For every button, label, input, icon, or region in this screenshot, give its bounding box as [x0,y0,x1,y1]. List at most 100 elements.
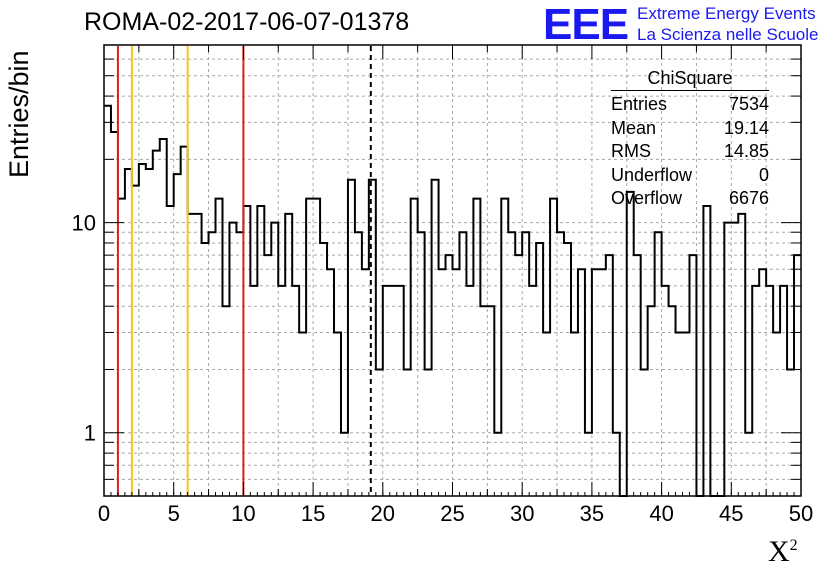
histogram-bin [662,286,669,496]
histogram-bin [439,269,446,496]
histogram-bin [188,214,195,496]
x-tick-label: 10 [231,501,255,526]
histogram-bin [174,174,181,496]
histogram-bin [501,199,508,496]
logo-line-1: Extreme Energy Events [637,4,816,23]
histogram-bin [355,232,362,496]
histogram-bin [383,286,390,496]
histogram-bin [264,255,271,496]
histogram-bin [250,286,257,496]
histogram-bin [299,332,306,496]
histogram-bin [167,206,174,496]
histogram-bin [236,232,243,496]
stats-row: Entries 7534 [611,94,769,114]
histogram-bin [724,223,731,496]
histogram-bin [195,214,202,496]
stats-row: RMS 14.85 [611,141,769,161]
histogram-bin [480,306,487,496]
histogram-bin [494,433,501,496]
histogram-bin [766,286,773,496]
eee-logo: EEE [543,0,629,49]
stats-row: Mean 19.14 [611,117,769,138]
histogram-bin [564,243,571,496]
histogram-bin [404,369,411,496]
histogram-bin [571,332,578,496]
histogram-bin [487,306,494,496]
x-tick-label: 50 [789,501,813,526]
histogram-bin [425,369,432,496]
threshold-lines [116,46,372,496]
histogram-bin [216,199,223,496]
histogram-bin [327,269,334,496]
histogram-bin [229,223,236,496]
histogram-bin [209,232,216,496]
histogram-bin [752,286,759,496]
histogram-bin [683,332,690,496]
page-title: ROMA-02-2017-06-07-01378 [84,8,410,36]
histogram-bin [459,232,466,496]
x-tick-label: 35 [580,501,604,526]
y-axis-label: Entries/bin [4,50,34,178]
x-tick-label: 0 [98,501,110,526]
x-axis-label: X2 [768,535,798,568]
histogram-bin [606,255,613,496]
histogram-bin [536,243,543,496]
histogram-bin [334,332,341,496]
y-tick-label: 10 [72,211,96,236]
histogram-bin [202,243,209,496]
stats-name: ChiSquare [611,68,769,91]
histogram-bin [320,243,327,496]
histogram-bin [794,255,801,496]
histogram-bin [271,223,278,496]
histogram-bin [578,269,585,496]
x-tick-label: 25 [440,501,464,526]
histogram-bin [634,255,641,496]
histogram-bin [306,199,313,496]
histogram-bin [613,433,620,496]
histogram-bin [648,306,655,496]
histogram-bin [759,269,766,496]
histogram-bin [731,223,738,496]
histogram-bin [153,151,160,496]
histogram-bin [313,199,320,496]
histogram-bin [780,286,787,496]
histogram-bin [118,199,125,496]
histogram-bin [676,332,683,496]
stats-box: ChiSquare Entries 7534 Mean 19.14 RMS 14.85… [611,68,769,211]
histogram-bin [397,286,404,496]
histogram-bin [599,269,606,496]
histogram-bin [627,192,634,496]
histogram-bin [592,269,599,496]
histogram-bin [738,214,745,496]
histogram-bin [508,232,515,496]
histogram-bin [257,206,264,496]
histogram-bin [139,164,146,496]
x-tick-label: 20 [371,501,395,526]
histogram-bin [543,332,550,496]
histogram-bin [515,255,522,496]
histogram-bin [222,306,229,496]
histogram-bin [104,106,111,496]
histogram-bin [689,255,696,496]
histogram-bin [348,180,355,496]
histogram-bin [418,232,425,496]
axis-tick-labels: 0 5 10 15 20 25 30 35 40 45 50 1 10 [72,211,814,526]
histogram-bin [125,169,132,496]
histogram-bin [446,255,453,496]
histogram-bin [453,269,460,496]
histogram-bars [104,104,801,497]
stats-row: Underflow 0 [611,164,769,185]
histogram-bin [466,286,473,496]
histogram-bin [557,232,564,496]
x-tick-label: 45 [719,501,743,526]
histogram-bin [473,199,480,496]
histogram-bin [285,214,292,496]
histogram-bin [773,332,780,496]
histogram-bin [278,286,285,496]
histogram-bin [243,206,250,496]
histogram-bin [522,232,529,496]
histogram-bin [411,199,418,496]
histogram-bin [390,286,397,496]
histogram-bin [376,369,383,496]
